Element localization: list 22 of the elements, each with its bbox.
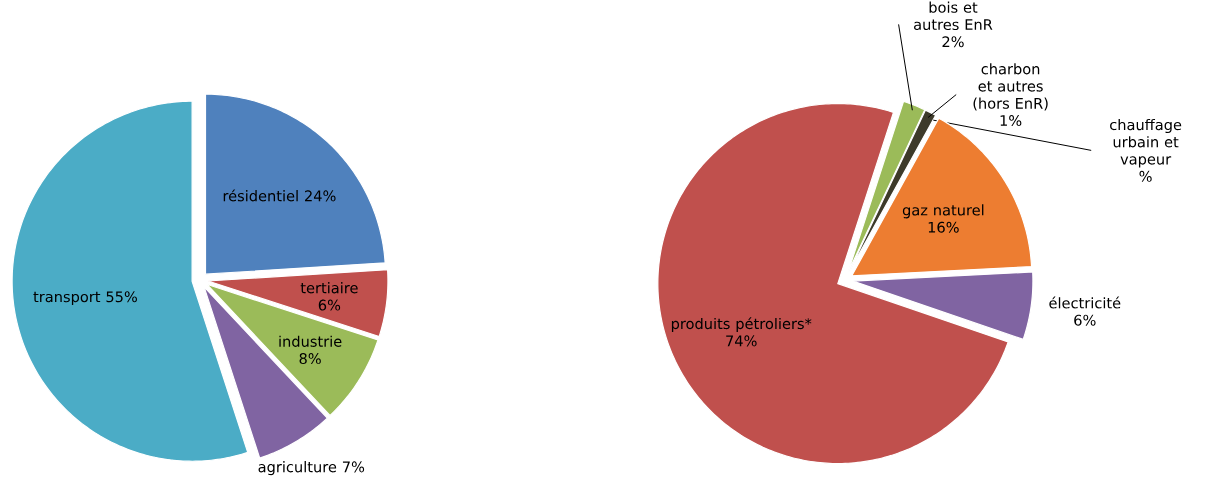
slice-label: produits pétroliers* bbox=[671, 317, 812, 332]
slice-label: gaz naturel bbox=[902, 204, 984, 219]
data-label: 74% bbox=[726, 335, 757, 347]
slice-label: agriculture bbox=[258, 461, 337, 476]
slice-label: bois et autres EnR bbox=[914, 1, 993, 31]
data-label: 1% bbox=[1000, 115, 1022, 127]
slice-label: résidentiel bbox=[223, 189, 298, 202]
data-label: 7% bbox=[342, 461, 365, 473]
slice-label: électricité bbox=[1049, 296, 1121, 309]
data-label: 24% bbox=[305, 190, 336, 202]
category-label: chauffage urbain et vapeur bbox=[1110, 118, 1182, 168]
slice-label: transport bbox=[33, 291, 101, 306]
data-label: 2% bbox=[942, 36, 964, 48]
data-label: 16% bbox=[928, 221, 959, 233]
slice-label: tertiaire bbox=[300, 282, 358, 294]
data-label: 6% bbox=[1074, 314, 1096, 326]
data-label: 6% bbox=[318, 299, 341, 311]
slice-label: industrie bbox=[279, 335, 342, 347]
data-label: 8% bbox=[299, 353, 321, 365]
text: % bbox=[1139, 170, 1152, 182]
data-label: 55% bbox=[106, 291, 137, 303]
slice-label: charbon et autres (hors EnR) bbox=[973, 63, 1048, 111]
